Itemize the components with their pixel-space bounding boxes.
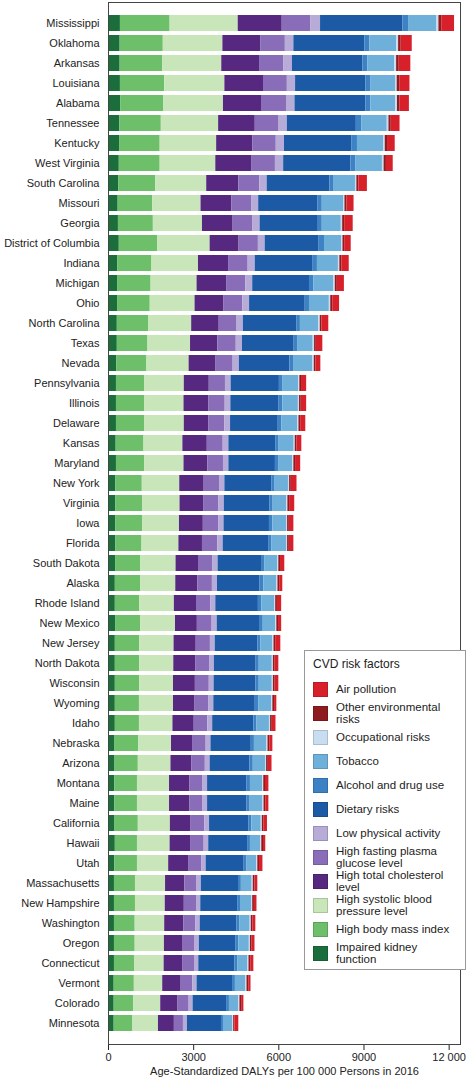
html-text:CVD risk factors: CVD risk factors [313, 657, 400, 671]
html-text:Occupational risks: Occupational risks [336, 731, 430, 743]
svg-text:Michigan: Michigan [55, 277, 99, 289]
html-text:Other environmental risks: Other environmental risks [336, 701, 441, 725]
svg-text:Indiana: Indiana [63, 257, 100, 269]
svg-text:Kansas: Kansas [63, 437, 100, 449]
svg-text:Maine: Maine [70, 797, 100, 809]
svg-text:South Carolina: South Carolina [27, 177, 101, 189]
svg-text:0: 0 [105, 1051, 111, 1063]
svg-text:Idaho: Idaho [72, 717, 100, 729]
svg-text:3000: 3000 [181, 1051, 205, 1063]
svg-text:Massachusetts: Massachusetts [26, 877, 100, 889]
svg-text:Mississippi: Mississippi [46, 17, 99, 29]
svg-text:Minnesota: Minnesota [49, 1017, 101, 1029]
html-text:Dietary risks: Dietary risks [336, 803, 400, 815]
svg-text:Tennessee: Tennessee [46, 117, 99, 129]
svg-text:Washington: Washington [42, 917, 100, 929]
svg-text:Arkansas: Arkansas [54, 57, 100, 69]
html-text:High total cholesterol level: High total cholesterol level [336, 869, 444, 893]
svg-text:Nebraska: Nebraska [52, 737, 100, 749]
svg-text:Connecticut: Connecticut [41, 957, 99, 969]
svg-text:Wyoming: Wyoming [54, 697, 100, 709]
svg-text:Alaska: Alaska [66, 577, 100, 589]
svg-text:Iowa: Iowa [76, 517, 100, 529]
svg-text:Texas: Texas [71, 337, 100, 349]
svg-text:Virginia: Virginia [63, 497, 100, 509]
svg-text:Utah: Utah [76, 857, 99, 869]
svg-text:New Jersey: New Jersey [42, 637, 100, 649]
svg-text:Delaware: Delaware [53, 417, 99, 429]
svg-text:Kentucky: Kentucky [54, 137, 100, 149]
html-text:High systolic blood pressure l: High systolic blood pressure level [336, 893, 432, 917]
svg-text:Arizona: Arizona [62, 757, 100, 769]
svg-text:New Hampshire: New Hampshire [21, 897, 99, 909]
html-text:High body mass index: High body mass index [336, 923, 450, 935]
html-text:High fasting plasma glucose le: High fasting plasma glucose level [336, 845, 437, 869]
svg-text:Oklahoma: Oklahoma [49, 37, 100, 49]
svg-text:Georgia: Georgia [60, 217, 100, 229]
svg-text:Age-Standardized DALYs per 100: Age-Standardized DALYs per 100 000 Perso… [150, 1065, 419, 1077]
svg-text:6000: 6000 [267, 1051, 291, 1063]
svg-text:Colorado: Colorado [55, 997, 100, 1009]
svg-text:District of Columbia: District of Columbia [4, 237, 100, 249]
html-text:Air pollution: Air pollution [336, 683, 397, 695]
svg-text:North Dakota: North Dakota [35, 657, 101, 669]
svg-text:Wisconsin: Wisconsin [49, 677, 99, 689]
svg-text:9000: 9000 [352, 1051, 376, 1063]
svg-text:Oregon: Oregon [63, 937, 100, 949]
svg-text:South Dakota: South Dakota [33, 557, 101, 569]
svg-text:Maryland: Maryland [54, 457, 99, 469]
svg-text:12 000: 12 000 [432, 1051, 466, 1063]
html-text:Impaired kidney function: Impaired kidney function [336, 941, 418, 965]
svg-text:New York: New York [53, 477, 100, 489]
svg-text:Nevada: Nevada [62, 357, 101, 369]
svg-text:Vermont: Vermont [59, 977, 100, 989]
svg-text:New Mexico: New Mexico [40, 617, 100, 629]
svg-text:Pennsylvania: Pennsylvania [34, 377, 100, 389]
svg-text:Illinois: Illinois [69, 397, 100, 409]
svg-text:Missouri: Missouri [59, 197, 100, 209]
svg-text:Florida: Florida [66, 537, 101, 549]
html-text:Tobacco: Tobacco [336, 755, 379, 767]
svg-text:Ohio: Ohio [76, 297, 99, 309]
svg-text:Alabama: Alabama [56, 97, 100, 109]
svg-text:Louisiana: Louisiana [52, 77, 100, 89]
svg-text:Rhode Island: Rhode Island [35, 597, 100, 609]
html-text:Alcohol and drug use: Alcohol and drug use [336, 779, 445, 791]
svg-text:North Carolina: North Carolina [29, 317, 101, 329]
svg-text:Montana: Montana [57, 777, 101, 789]
svg-text:West Virginia: West Virginia [35, 157, 100, 169]
html-text:Low physical activity: Low physical activity [336, 827, 441, 839]
svg-text:Hawaii: Hawaii [66, 837, 99, 849]
svg-text:California: California [53, 817, 100, 829]
